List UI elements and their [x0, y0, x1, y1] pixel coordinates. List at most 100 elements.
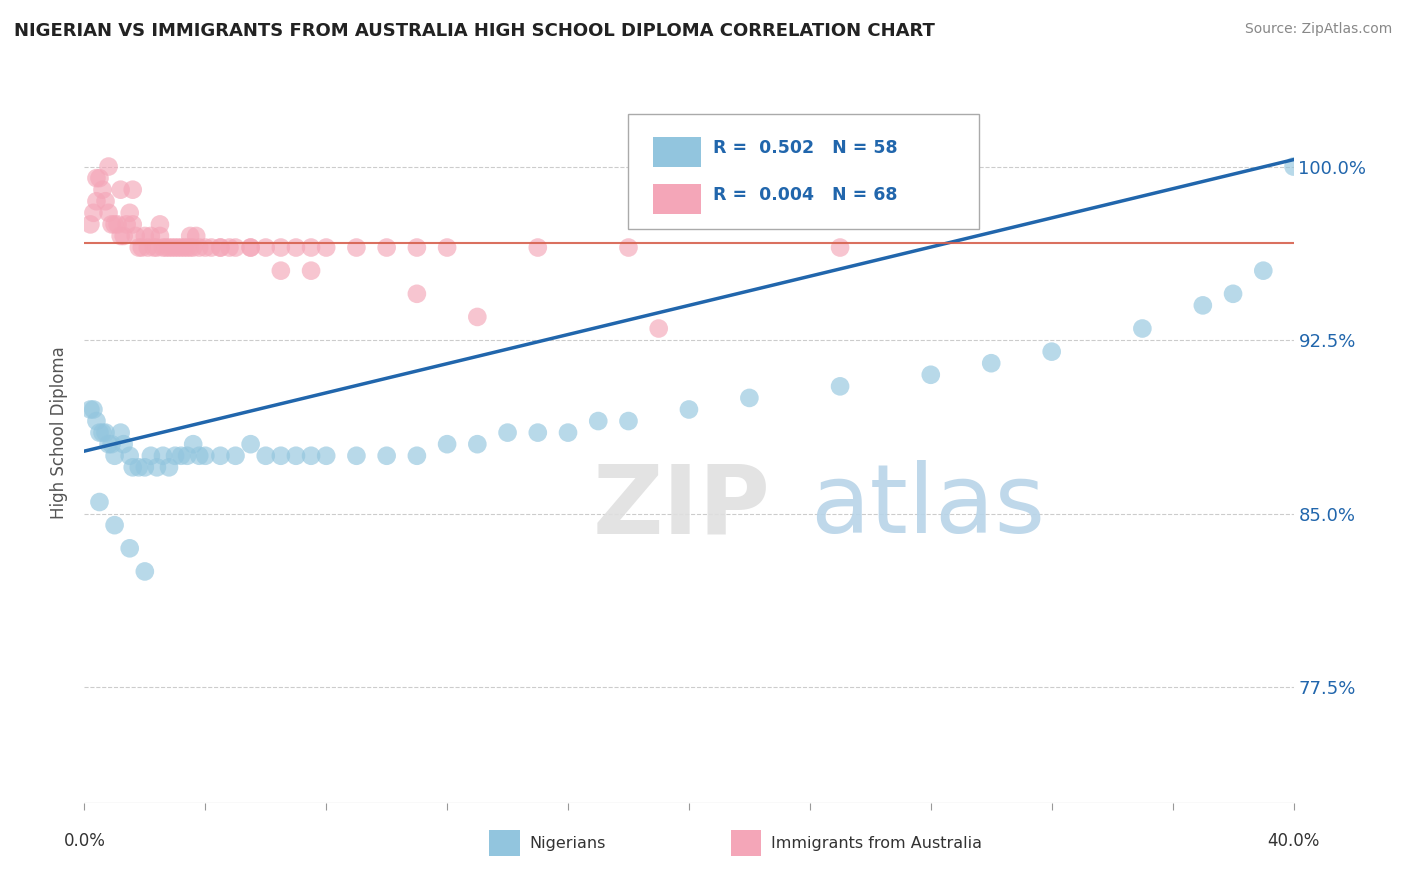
Point	[181, 437, 204, 451]
Point	[100, 218, 122, 232]
Point	[436, 437, 458, 451]
Point	[155, 240, 177, 255]
Bar	[652, 184, 702, 214]
Point	[110, 183, 132, 197]
Point	[285, 449, 308, 463]
Point	[91, 183, 114, 197]
Point	[617, 414, 640, 428]
Text: ZIP: ZIP	[592, 460, 770, 553]
Point	[134, 460, 156, 475]
Point	[86, 171, 108, 186]
Point	[165, 240, 187, 255]
Point	[86, 194, 108, 209]
Point	[179, 240, 201, 255]
Point	[1222, 286, 1244, 301]
Point	[239, 437, 262, 451]
Point	[82, 206, 104, 220]
FancyBboxPatch shape	[628, 114, 979, 229]
Bar	[489, 830, 520, 856]
Point	[79, 402, 101, 417]
Point	[146, 460, 169, 475]
Point	[100, 437, 122, 451]
Point	[406, 240, 429, 255]
Point	[209, 449, 232, 463]
Point	[225, 449, 247, 463]
Point	[375, 240, 398, 255]
Point	[285, 240, 308, 255]
Point	[112, 437, 135, 451]
Point	[118, 541, 141, 556]
Point	[188, 240, 211, 255]
Point	[980, 356, 1002, 370]
Point	[173, 240, 195, 255]
Point	[89, 171, 111, 186]
Text: Nigerians: Nigerians	[529, 836, 606, 851]
Point	[496, 425, 519, 440]
Text: NIGERIAN VS IMMIGRANTS FROM AUSTRALIA HIGH SCHOOL DIPLOMA CORRELATION CHART: NIGERIAN VS IMMIGRANTS FROM AUSTRALIA HI…	[14, 22, 935, 40]
Point	[82, 402, 104, 417]
Point	[181, 240, 204, 255]
Point	[315, 240, 337, 255]
Point	[648, 321, 671, 335]
Point	[128, 460, 150, 475]
Point	[254, 449, 277, 463]
Text: R =  0.004   N = 68: R = 0.004 N = 68	[713, 186, 897, 204]
Point	[467, 437, 489, 451]
Point	[830, 240, 852, 255]
Text: 40.0%: 40.0%	[1267, 832, 1320, 850]
Point	[209, 240, 232, 255]
Point	[678, 402, 700, 417]
Point	[209, 240, 232, 255]
Text: R =  0.502   N = 58: R = 0.502 N = 58	[713, 139, 898, 157]
Point	[346, 449, 368, 463]
Point	[375, 449, 398, 463]
Point	[588, 414, 610, 428]
Point	[152, 240, 174, 255]
Point	[134, 565, 156, 579]
Point	[188, 449, 211, 463]
Point	[170, 240, 193, 255]
Point	[146, 240, 169, 255]
Point	[299, 263, 322, 277]
Point	[346, 240, 368, 255]
Point	[107, 218, 129, 232]
Point	[617, 240, 640, 255]
Point	[239, 240, 262, 255]
Point	[139, 229, 162, 244]
Point	[97, 437, 120, 451]
Point	[299, 240, 322, 255]
Point	[104, 218, 127, 232]
Point	[104, 449, 127, 463]
Point	[270, 240, 292, 255]
Point	[118, 449, 141, 463]
Point	[239, 240, 262, 255]
Point	[121, 218, 143, 232]
Point	[527, 240, 550, 255]
Point	[149, 218, 172, 232]
Point	[270, 263, 292, 277]
Point	[139, 449, 162, 463]
Point	[86, 414, 108, 428]
Point	[170, 449, 193, 463]
Point	[406, 286, 429, 301]
Point	[79, 218, 101, 232]
Point	[1192, 298, 1215, 312]
Point	[91, 425, 114, 440]
Point	[165, 449, 187, 463]
Point	[157, 240, 180, 255]
Point	[136, 240, 159, 255]
Point	[194, 240, 217, 255]
Text: 0.0%: 0.0%	[63, 832, 105, 850]
Point	[97, 206, 120, 220]
Point	[110, 229, 132, 244]
Point	[1130, 321, 1153, 335]
Point	[167, 240, 190, 255]
Point	[152, 449, 174, 463]
Point	[121, 460, 143, 475]
Point	[149, 229, 172, 244]
Point	[128, 240, 150, 255]
Point	[142, 240, 165, 255]
Point	[1040, 344, 1063, 359]
Y-axis label: High School Diploma: High School Diploma	[51, 346, 69, 519]
Bar	[731, 830, 762, 856]
